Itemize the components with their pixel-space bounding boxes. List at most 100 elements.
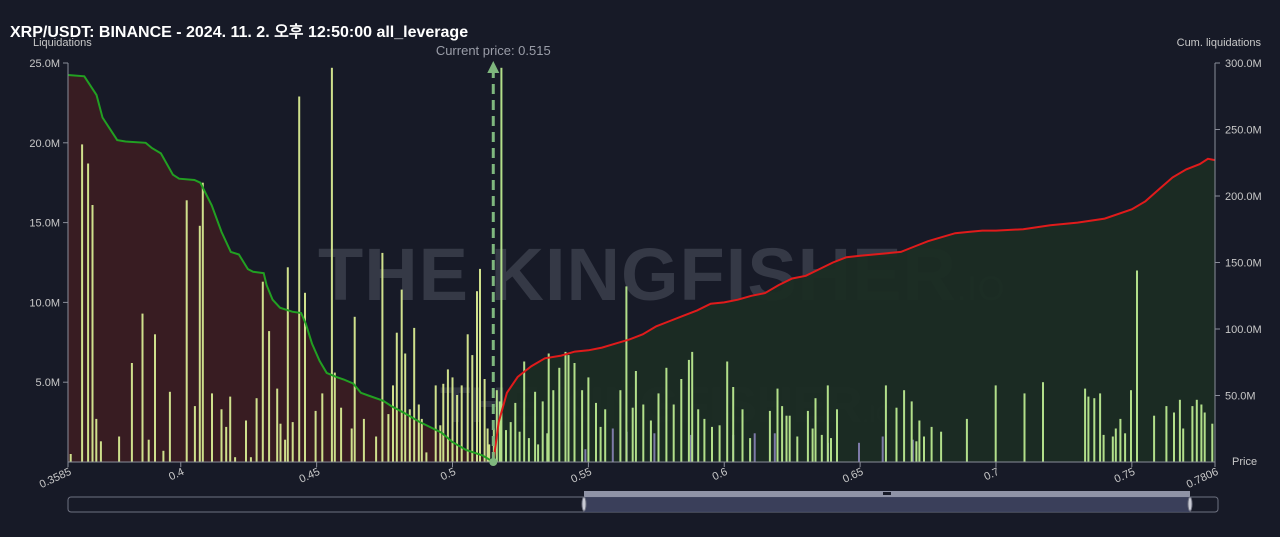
- liquidation-bar: [395, 332, 398, 462]
- liquidation-bar: [261, 281, 264, 462]
- liquidation-bar: [400, 289, 403, 462]
- liquidation-bar: [665, 367, 668, 462]
- liquidation-bar: [225, 426, 228, 462]
- liquidation-bar: [895, 407, 898, 462]
- current-price-label: Current price: 0.515: [436, 43, 551, 58]
- x-tick-label: 0.6: [711, 466, 730, 483]
- liquidation-bar: [1165, 406, 1168, 462]
- liquidation-bar: [466, 334, 469, 462]
- liquidation-bar: [505, 430, 507, 462]
- x-tick-label: 0.55: [569, 466, 593, 486]
- liquidation-bar: [587, 377, 590, 462]
- liquidation-bar: [268, 331, 271, 462]
- liquidation-bar: [657, 393, 660, 462]
- liquidation-bar: [425, 452, 428, 462]
- liquidation-bar: [387, 414, 390, 462]
- y-tick-label-right: 50.0M: [1225, 391, 1256, 403]
- liquidation-bar: [1153, 415, 1156, 462]
- liquidation-bar: [1200, 404, 1203, 462]
- cum-line-long-above: [492, 157, 1216, 463]
- liquidation-bar: [276, 388, 279, 462]
- liquidation-bar: [1178, 399, 1181, 462]
- x-tick-label: 0.7: [982, 466, 1001, 483]
- liquidation-bar: [439, 425, 442, 462]
- liquidation-bar: [680, 379, 683, 462]
- y-tick-label-right: 300.0M: [1225, 58, 1262, 70]
- liquidation-bar-faint: [773, 433, 776, 462]
- liquidation-bar: [785, 415, 788, 462]
- liquidation-bar: [498, 401, 501, 462]
- liquidation-bar-faint: [911, 439, 914, 462]
- liquidation-bar: [255, 398, 258, 462]
- liquidation-bar: [631, 407, 634, 462]
- liquidation-bar: [691, 351, 694, 462]
- liquidation-bar: [434, 385, 437, 462]
- cumulative-lines: [67, 74, 1216, 463]
- x-tick-label: 0.3585: [38, 466, 74, 491]
- liquidation-bar: [495, 390, 498, 462]
- liquidation-bar: [1130, 390, 1132, 462]
- scrollbar-handle-left[interactable]: [581, 496, 587, 512]
- liquidation-bar: [581, 390, 584, 462]
- liquidation-bar: [649, 420, 652, 462]
- liquidation-bar: [333, 372, 336, 462]
- y-tick-label-left: 10.0M: [29, 297, 60, 309]
- current-price-dot: [489, 458, 498, 466]
- liquidation-bar: [118, 436, 121, 462]
- cum-area-short-below: [68, 75, 494, 462]
- liquidation-bar: [726, 361, 729, 462]
- liquidation-bar: [245, 420, 247, 462]
- liquidation-bar: [1203, 412, 1206, 462]
- liquidation-bar: [915, 441, 918, 462]
- x-tick-label: 0.65: [841, 466, 865, 486]
- liquidation-bar: [362, 418, 365, 462]
- liquidation-bar: [1093, 398, 1096, 462]
- liquidation-bar: [451, 377, 454, 462]
- liquidation-bar: [69, 454, 72, 462]
- liquidation-bar: [940, 431, 943, 462]
- liquidation-bar: [1102, 434, 1105, 462]
- liquidation-bar: [1099, 393, 1102, 462]
- liquidation-bar: [141, 313, 144, 462]
- liquidation-bar: [749, 438, 752, 462]
- liquidation-bar: [732, 387, 735, 462]
- liquidation-bar: [923, 436, 925, 462]
- liquidation-bar: [642, 404, 645, 462]
- liquidation-bar-faint: [881, 436, 884, 462]
- liquidation-bar: [820, 434, 823, 462]
- liquidation-bar: [330, 67, 333, 463]
- liquidation-bar: [534, 391, 537, 462]
- y-tick-label-left: 25.0M: [29, 58, 60, 70]
- liquidation-bar: [573, 363, 576, 462]
- scrollbar-window[interactable]: [584, 497, 1190, 512]
- liquidation-bar: [806, 410, 809, 462]
- liquidation-bar: [304, 292, 306, 462]
- liquidation-bar: [456, 395, 459, 462]
- liquidation-bar: [711, 426, 713, 462]
- liquidation-bar: [537, 444, 540, 462]
- liquidation-bar: [1173, 412, 1175, 462]
- liquidation-bar: [479, 268, 481, 462]
- range-scrollbar[interactable]: [67, 491, 1219, 513]
- liquidation-bar: [930, 426, 933, 462]
- liquidation-bar: [1111, 436, 1114, 462]
- scrollbar-handle-right[interactable]: [1187, 496, 1193, 512]
- liquidation-bar: [193, 406, 196, 462]
- liquidation-bar: [703, 418, 706, 462]
- liquidation-bar: [81, 144, 84, 462]
- scrollbar-grip-icon[interactable]: [883, 492, 891, 495]
- liquidation-bar: [604, 409, 607, 462]
- liquidation-bar: [910, 401, 913, 462]
- liquidation-bar: [776, 388, 779, 462]
- liquidation-bar: [1084, 388, 1087, 462]
- liquidation-bar: [201, 182, 204, 462]
- liquidation-bar: [811, 428, 814, 462]
- liquidation-bar: [420, 418, 423, 462]
- liquidation-bar-faint: [653, 433, 656, 462]
- liquidation-bar: [408, 409, 411, 462]
- liquidation-bar: [154, 334, 156, 462]
- liquidation-bar: [1023, 393, 1026, 462]
- liquidation-bar: [523, 361, 526, 462]
- liquidation-bar: [1182, 428, 1185, 462]
- liquidation-bar: [552, 390, 555, 462]
